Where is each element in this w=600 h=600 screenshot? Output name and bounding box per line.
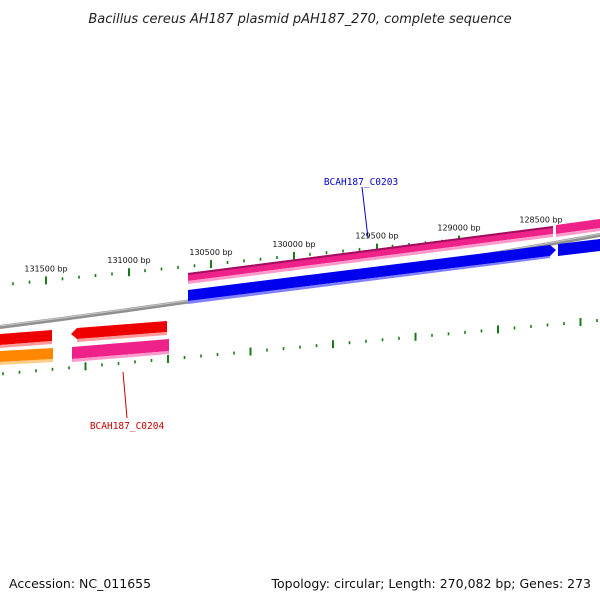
gene-label-c0204[interactable]: BCAH187_C0204 (90, 421, 165, 432)
gene-feature-red-shade (77, 332, 167, 342)
gene-feature-blue-far[interactable] (558, 239, 600, 256)
gene-feature-blue-shade (188, 256, 550, 304)
gene-feature-blue-BCAH187_C0203[interactable] (188, 245, 556, 301)
gene-feature-pink-outer-edge (188, 226, 553, 275)
gene-feature-red-BCAH187_C0204[interactable] (71, 321, 167, 339)
gene-feature-pink-inner-shade (72, 351, 169, 362)
gene-feature-orange-left[interactable] (0, 348, 53, 362)
accession-label: Accession: NC_011655 (9, 576, 152, 591)
tick-label: 130000 bp (272, 240, 315, 249)
map-title: Bacillus cereus AH187 plasmid pAH187_270… (88, 12, 511, 27)
inner-tick-track (2, 318, 598, 376)
gene-callout-line-c0203 (361, 186, 369, 239)
tick-label: 131000 bp (107, 256, 150, 265)
gene-feature-red-left[interactable] (0, 330, 52, 345)
gene-feature-red-left-shade (0, 341, 52, 348)
tick-label: 130500 bp (189, 248, 232, 257)
tick-label-group: 131500 bp 131000 bp 130500 bp 130000 bp 1295… (24, 215, 562, 273)
gene-callout-line-c0204 (122, 371, 128, 419)
gene-feature-pink-far-shade (556, 228, 600, 237)
gene-feature-orange-left-shade (0, 359, 53, 365)
sequence-summary: Topology: circular; Length: 270,082 bp; … (271, 576, 592, 591)
gene-feature-pink-far[interactable] (556, 219, 600, 234)
tick-label: 129000 bp (437, 224, 480, 233)
gene-feature-pink-inner[interactable] (72, 339, 169, 359)
gene-label-c0203[interactable]: BCAH187_C0203 (324, 177, 398, 188)
tick-label: 129500 bp (355, 232, 398, 241)
gene-feature-pink-outer-shade (188, 234, 553, 284)
tick-label: 128500 bp (519, 215, 562, 224)
tick-label: 131500 bp (24, 264, 67, 273)
